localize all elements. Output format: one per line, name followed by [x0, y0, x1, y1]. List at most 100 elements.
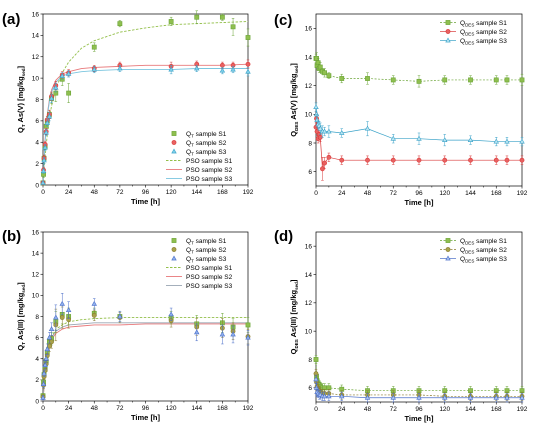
data-point [442, 157, 448, 163]
data-point [42, 362, 48, 367]
data-point [168, 19, 174, 24]
data-point [44, 119, 50, 125]
data-point [168, 66, 174, 72]
legend-entry-3: QT sample S3 [171, 148, 227, 156]
legend: QT sample S1 QT sample S2 QT sample S3 PSO … [166, 238, 233, 290]
data-point [365, 76, 370, 81]
legend-label: QT sample S2 [186, 140, 227, 148]
data-point [46, 334, 53, 340]
x-axis-label: Time [h] [404, 198, 434, 207]
x-tick-label: 144 [191, 189, 202, 196]
x-tick-label: 72 [390, 406, 398, 413]
data-point [326, 393, 332, 399]
y-tick-label: 10 [32, 75, 40, 82]
data-point [317, 125, 324, 131]
panel-label: (d) [274, 228, 293, 245]
series-3 [313, 374, 525, 403]
x-tick-label: 144 [465, 406, 476, 413]
data-point [41, 157, 47, 163]
y-tick-label: 0 [35, 398, 39, 405]
data-point [313, 357, 319, 362]
legend-marker [445, 247, 451, 252]
fit-curve-3 [42, 68, 248, 186]
legend-entry-5: PSO sample S2 [166, 167, 233, 174]
data-point [91, 300, 97, 306]
y-tick-label: 16 [32, 229, 40, 236]
data-point [219, 62, 225, 68]
data-point [219, 67, 226, 73]
legend-entry-5: PSO sample S2 [166, 274, 233, 281]
data-point [493, 394, 499, 400]
data-point [41, 370, 47, 376]
y-axis-label: QT As(V) [mg/kgsed] [16, 66, 26, 133]
series-1 [313, 355, 525, 396]
data-point [48, 95, 55, 101]
legend-entry-2: QT sample S2 [171, 247, 227, 254]
data-point [519, 157, 525, 163]
data-point [467, 394, 474, 400]
data-point [219, 14, 225, 20]
data-point [493, 157, 499, 163]
y-tick-label: 14 [32, 33, 40, 40]
data-point [364, 125, 371, 131]
data-point [194, 14, 200, 20]
x-tick-label: 96 [142, 405, 150, 412]
data-point [390, 157, 396, 163]
x-tick-label: 168 [217, 405, 228, 412]
data-point [194, 329, 200, 335]
y-axis-label: QDES As(III) [mg/kgsed] [289, 279, 299, 354]
y-tick-label: 8 [308, 357, 312, 364]
legend-entry-4: PSO sample S1 [166, 158, 233, 165]
x-tick-label: 192 [517, 406, 528, 413]
data-point [49, 339, 54, 345]
data-point [504, 394, 510, 400]
fit-curve-1 [42, 317, 248, 402]
legend-label: QT sample S3 [186, 256, 227, 264]
y-tick-label: 4 [35, 140, 39, 147]
series-3 [40, 293, 251, 401]
data-point [40, 179, 46, 185]
data-point [321, 393, 328, 399]
x-tick-label: 24 [338, 406, 346, 413]
legend-entry-3: QDES sample S3 [440, 255, 507, 263]
x-tick-label: 144 [465, 190, 476, 197]
data-point [364, 394, 371, 400]
y-tick-label: 2 [35, 377, 39, 384]
y-tick-label: 16 [305, 26, 313, 33]
data-point [44, 346, 50, 352]
legend-entry-3: QDES sample S3 [440, 37, 507, 46]
y-tick-label: 4 [35, 356, 39, 363]
data-point [313, 376, 319, 382]
data-point [468, 157, 473, 163]
y-tick-label: 6 [308, 169, 312, 176]
data-point [42, 144, 48, 150]
y-tick-label: 6 [308, 385, 312, 392]
legend-entry-1: QT sample S1 [171, 238, 227, 245]
legend-label: QDES sample S2 [460, 247, 507, 255]
data-point [313, 104, 319, 110]
x-tick-label: 120 [439, 406, 450, 413]
data-point [230, 24, 236, 30]
y-tick-label: 2 [35, 161, 39, 168]
fit-curve-1 [42, 21, 249, 186]
y-tick-label: 16 [305, 243, 313, 250]
data-point [442, 137, 448, 143]
x-tick-label: 168 [217, 189, 228, 196]
data-point [59, 315, 65, 320]
legend-label: QDES sample S3 [460, 38, 507, 46]
data-point [504, 157, 510, 163]
data-point [416, 78, 422, 84]
x-tick-label: 192 [243, 189, 254, 196]
data-point [245, 322, 251, 328]
x-tick-label: 96 [415, 406, 423, 413]
panel-label: (c) [274, 12, 292, 29]
x-tick-label: 0 [314, 406, 318, 413]
data-point [365, 157, 370, 163]
x-tick-label: 0 [314, 190, 318, 197]
data-point [442, 77, 448, 83]
data-point [245, 68, 251, 74]
data-point [245, 61, 251, 67]
data-point [322, 160, 327, 166]
data-point [43, 129, 49, 135]
